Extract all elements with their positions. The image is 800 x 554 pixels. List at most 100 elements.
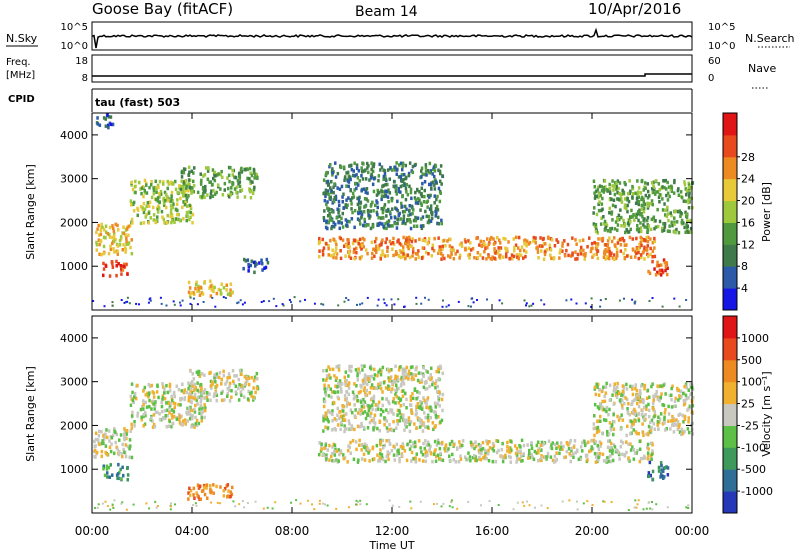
data-cell bbox=[253, 375, 257, 379]
data-cell bbox=[597, 195, 600, 200]
data-cell bbox=[93, 439, 96, 444]
data-cell bbox=[165, 304, 168, 307]
data-cell bbox=[568, 441, 572, 445]
data-cell bbox=[100, 222, 103, 227]
data-cell bbox=[213, 192, 217, 196]
data-cell bbox=[332, 237, 335, 241]
data-cell bbox=[121, 454, 124, 459]
data-cell bbox=[448, 442, 452, 446]
data-cell bbox=[117, 462, 120, 467]
data-cell bbox=[390, 198, 394, 203]
data-cell bbox=[647, 269, 650, 274]
data-cell bbox=[419, 425, 422, 429]
data-cell bbox=[634, 409, 637, 414]
data-cell bbox=[604, 385, 608, 389]
data-cell bbox=[201, 192, 205, 196]
data-cell bbox=[610, 212, 613, 216]
data-cell bbox=[651, 501, 653, 503]
data-cell bbox=[608, 211, 611, 215]
data-cell bbox=[666, 212, 670, 216]
data-cell bbox=[395, 161, 398, 165]
data-cell bbox=[338, 364, 341, 368]
data-cell bbox=[133, 395, 136, 399]
data-cell bbox=[491, 441, 495, 446]
data-cell bbox=[463, 238, 467, 242]
data-cell bbox=[390, 408, 394, 412]
data-cell bbox=[111, 224, 114, 228]
data-cell bbox=[582, 439, 586, 443]
data-cell bbox=[104, 500, 107, 503]
data-cell bbox=[113, 429, 116, 433]
data-cell bbox=[596, 385, 599, 389]
data-cell bbox=[434, 410, 437, 414]
data-cell bbox=[253, 185, 256, 190]
data-cell bbox=[643, 257, 646, 261]
data-cell bbox=[432, 165, 436, 169]
data-cell bbox=[616, 228, 619, 232]
data-cell bbox=[419, 400, 422, 404]
data-cell bbox=[142, 221, 146, 225]
data-cell bbox=[688, 191, 691, 196]
data-cell bbox=[558, 447, 562, 451]
data-cell bbox=[688, 196, 691, 200]
data-cell bbox=[400, 250, 403, 254]
data-cell bbox=[605, 409, 608, 414]
data-cell bbox=[679, 394, 683, 399]
data-cell bbox=[190, 386, 193, 391]
data-cell bbox=[384, 222, 387, 226]
data-cell bbox=[349, 188, 352, 193]
data-cell bbox=[432, 248, 436, 253]
data-cell bbox=[616, 197, 619, 201]
data-cell bbox=[426, 205, 429, 209]
data-cell bbox=[205, 486, 208, 490]
data-cell bbox=[666, 473, 670, 477]
colorbar-segment bbox=[723, 134, 737, 158]
data-cell bbox=[378, 162, 381, 167]
data-cell bbox=[331, 367, 335, 372]
data-cell bbox=[326, 179, 330, 184]
data-cell bbox=[388, 239, 392, 244]
data-cell bbox=[590, 247, 593, 251]
data-cell bbox=[274, 501, 277, 504]
data-cell bbox=[189, 210, 193, 215]
data-cell bbox=[391, 504, 394, 507]
data-cell bbox=[684, 382, 688, 386]
data-cell bbox=[204, 184, 207, 189]
data-cell bbox=[206, 398, 209, 402]
data-cell bbox=[606, 456, 609, 460]
data-cell bbox=[118, 449, 121, 454]
data-cell bbox=[431, 380, 435, 384]
data-cell bbox=[547, 236, 550, 241]
data-cell bbox=[635, 236, 638, 241]
data-cell bbox=[332, 255, 335, 260]
data-cell bbox=[667, 404, 670, 409]
data-cell bbox=[350, 202, 353, 206]
data-cell bbox=[186, 406, 189, 411]
data-cell bbox=[400, 453, 403, 458]
data-cell bbox=[401, 394, 405, 398]
data-cell bbox=[102, 467, 105, 471]
data-cell bbox=[192, 493, 195, 497]
data-cell bbox=[227, 489, 230, 493]
data-cell bbox=[391, 382, 394, 386]
data-cell bbox=[203, 280, 206, 284]
data-cell bbox=[362, 452, 366, 457]
data-cell bbox=[424, 250, 428, 255]
data-cell bbox=[184, 188, 188, 193]
data-cell bbox=[400, 243, 403, 247]
data-cell bbox=[676, 386, 679, 391]
data-cell bbox=[313, 508, 316, 511]
data-cell bbox=[568, 452, 571, 456]
data-cell bbox=[534, 238, 537, 243]
data-cell bbox=[441, 174, 444, 178]
data-cell bbox=[211, 380, 214, 384]
data-cell bbox=[198, 411, 201, 415]
data-cell bbox=[196, 381, 199, 385]
data-cell bbox=[374, 408, 378, 412]
data-cell bbox=[120, 452, 123, 456]
data-cell bbox=[330, 208, 333, 212]
data-cell bbox=[339, 414, 343, 419]
data-cell bbox=[177, 387, 181, 392]
data-cell bbox=[379, 448, 382, 452]
